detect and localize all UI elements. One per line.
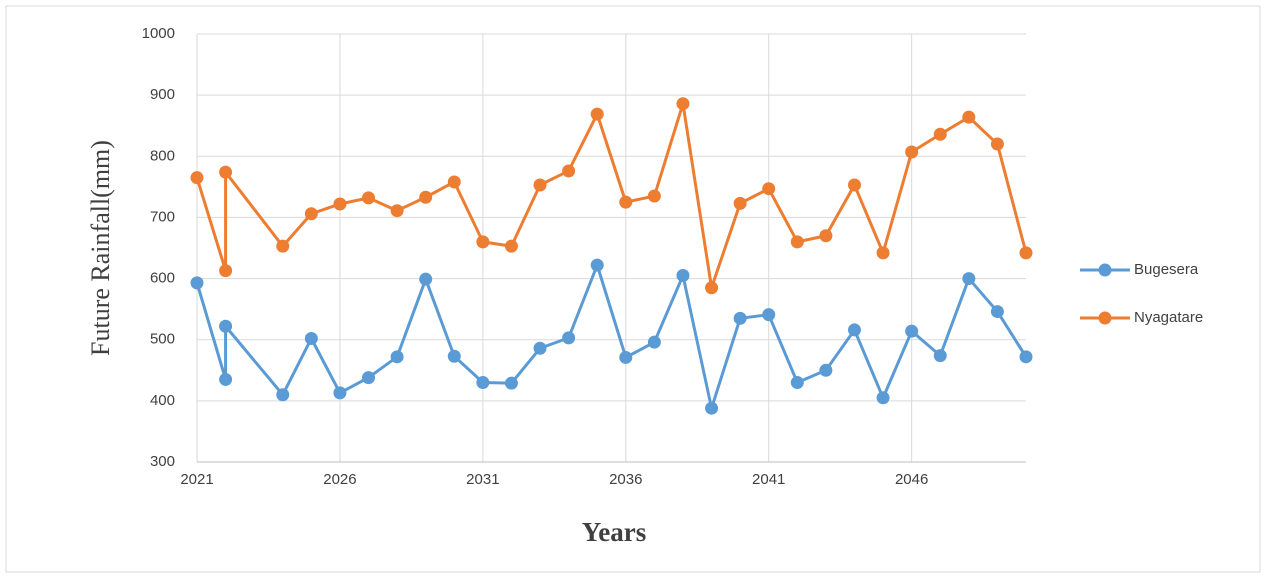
chart-border xyxy=(5,5,1261,573)
data-point xyxy=(276,388,290,402)
data-point xyxy=(304,207,318,221)
y-tick-label: 300 xyxy=(150,453,175,470)
data-point xyxy=(504,239,518,253)
data-point xyxy=(419,272,433,286)
data-point xyxy=(1019,246,1033,260)
x-tick-label: 2026 xyxy=(323,471,356,488)
data-point xyxy=(905,145,919,159)
y-tick-label: 600 xyxy=(150,270,175,287)
data-point xyxy=(447,349,461,363)
data-point xyxy=(562,164,576,178)
data-point xyxy=(647,335,661,349)
data-point xyxy=(304,331,318,345)
data-point xyxy=(219,372,233,386)
data-point xyxy=(362,191,376,205)
data-point xyxy=(962,110,976,124)
data-point xyxy=(876,391,890,405)
data-point xyxy=(876,246,890,260)
data-point xyxy=(990,137,1004,151)
data-point xyxy=(962,272,976,286)
data-point xyxy=(676,97,690,111)
data-point xyxy=(705,401,719,415)
data-point xyxy=(333,386,347,400)
data-point xyxy=(733,196,747,210)
data-point xyxy=(905,324,919,338)
data-point xyxy=(819,363,833,377)
data-point xyxy=(276,239,290,253)
y-axis-title: Future Rainfall(mm) xyxy=(86,140,115,356)
data-point xyxy=(790,235,804,249)
data-point xyxy=(219,165,233,179)
data-point xyxy=(419,190,433,204)
data-point xyxy=(1019,350,1033,364)
data-point xyxy=(933,127,947,141)
x-tick-label: 2041 xyxy=(752,471,785,488)
data-point xyxy=(333,197,347,211)
data-point xyxy=(190,276,204,290)
data-point xyxy=(362,371,376,385)
y-tick-label: 900 xyxy=(150,86,175,103)
data-point xyxy=(533,341,547,355)
legend-marker xyxy=(1098,311,1112,325)
data-point xyxy=(390,204,404,218)
x-tick-label: 2046 xyxy=(895,471,928,488)
data-point xyxy=(190,171,204,185)
data-point xyxy=(476,235,490,249)
data-point xyxy=(933,349,947,363)
x-tick-label: 2021 xyxy=(180,471,213,488)
data-point xyxy=(819,229,833,243)
data-point xyxy=(619,350,633,364)
data-point xyxy=(733,311,747,325)
data-point xyxy=(219,319,233,333)
data-point xyxy=(219,264,233,278)
data-point xyxy=(533,178,547,192)
y-tick-label: 700 xyxy=(150,208,175,225)
data-point xyxy=(647,189,661,203)
data-point xyxy=(504,376,518,390)
data-point xyxy=(762,182,776,196)
data-point xyxy=(762,308,776,322)
legend-marker xyxy=(1098,263,1112,277)
data-point xyxy=(476,376,490,390)
series-line xyxy=(195,263,1028,410)
y-tick-label: 500 xyxy=(150,331,175,348)
data-point xyxy=(705,281,719,295)
data-point xyxy=(847,323,861,337)
data-point xyxy=(562,331,576,345)
data-point xyxy=(990,305,1004,319)
data-point xyxy=(590,258,604,272)
data-point xyxy=(590,107,604,121)
y-tick-label: 400 xyxy=(150,392,175,409)
data-point xyxy=(619,195,633,209)
data-point xyxy=(390,350,404,364)
data-point xyxy=(676,269,690,283)
y-tick-label: 800 xyxy=(150,147,175,164)
data-point xyxy=(790,376,804,390)
data-point xyxy=(447,175,461,189)
x-axis-title: Years xyxy=(582,517,646,547)
legend-label: Bugesera xyxy=(1134,261,1199,278)
y-tick-label: 1000 xyxy=(142,25,175,42)
legend-label: Nyagatare xyxy=(1134,309,1203,326)
data-point xyxy=(847,178,861,192)
x-tick-label: 2036 xyxy=(609,471,642,488)
x-tick-label: 2031 xyxy=(466,471,499,488)
